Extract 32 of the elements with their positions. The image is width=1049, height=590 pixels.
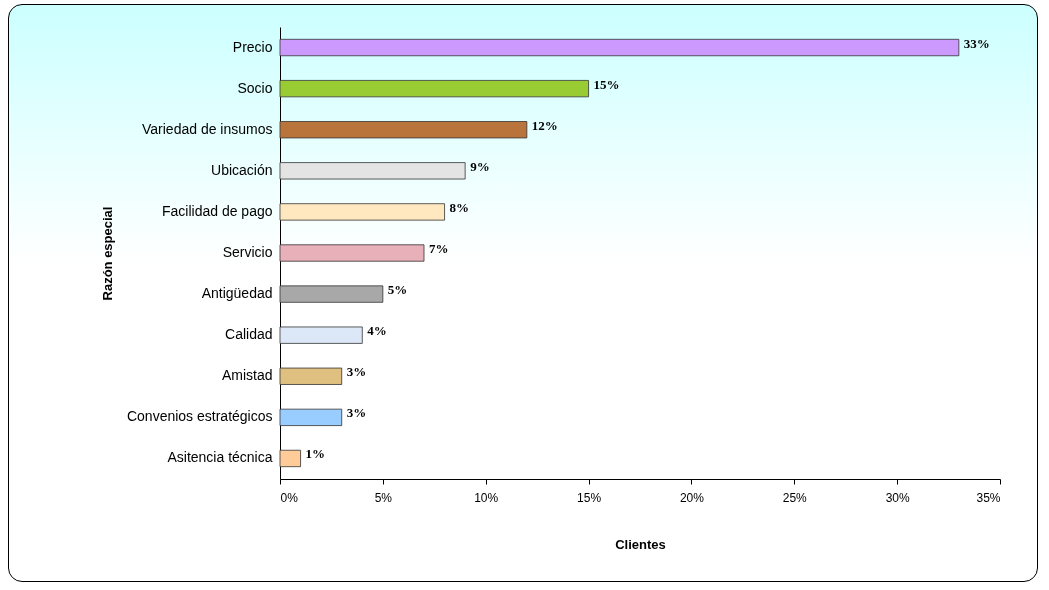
data-label: 7% (429, 241, 449, 256)
data-label: 3% (346, 364, 367, 380)
y-tick-label: Facilidad de pago (161, 202, 273, 219)
y-tick-label: Amistad (221, 367, 273, 384)
data-label: 5% (387, 282, 408, 298)
y-tick-label: Antigüedad (201, 285, 273, 302)
data-label: 15% (593, 76, 620, 92)
x-tick-label: 35% (976, 490, 1001, 505)
x-tick-label: 0% (280, 490, 299, 505)
data-label: 4% (367, 323, 387, 339)
data-label: 1% (305, 446, 326, 462)
x-tick-label: 20% (679, 490, 705, 505)
data-label: 33% (963, 35, 990, 51)
y-tick-label: Precio (232, 38, 273, 55)
y-tick-label: Socio (237, 79, 273, 96)
y-tick-label: Variedad de insumos (142, 120, 273, 137)
x-tick-label: 30% (885, 490, 910, 505)
x-axis-title: Clientes (615, 536, 666, 552)
x-tick-label: 25% (782, 490, 808, 505)
x-tick-label: 15% (577, 490, 602, 505)
y-tick-label: Convenios estratégicos (126, 408, 273, 425)
data-label: 3% (346, 405, 367, 421)
y-tick-label: Asitencia técnica (167, 449, 273, 466)
data-label: 8% (449, 199, 470, 215)
x-tick-label: 5% (374, 490, 393, 505)
y-tick-label: Ubicación (211, 161, 273, 178)
x-tick-label: 10% (474, 490, 499, 505)
data-label: 12% (531, 117, 558, 133)
y-tick-label: Servicio (222, 244, 273, 260)
data-label: 9% (470, 158, 490, 174)
y-tick-label: Calidad (225, 326, 273, 343)
y-axis-title: Razón especial (99, 206, 115, 301)
